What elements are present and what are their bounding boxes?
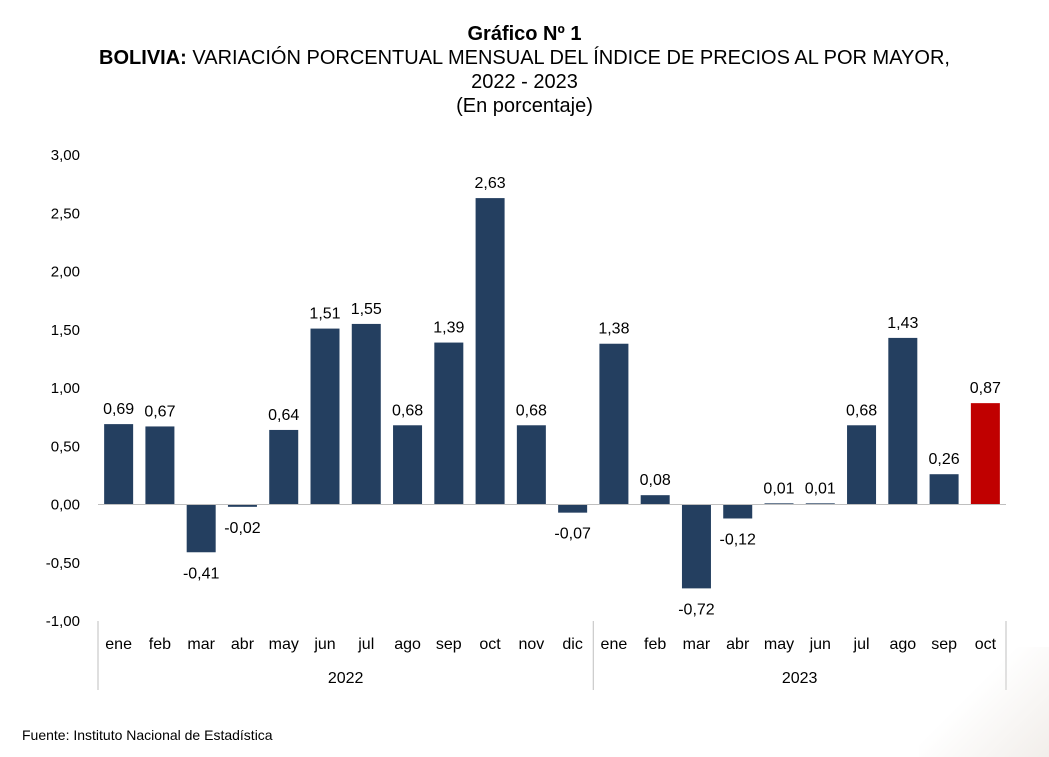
data-label: 1,43 <box>887 315 918 332</box>
bar <box>723 504 753 519</box>
data-label: 1,51 <box>309 306 340 323</box>
data-label: 1,55 <box>351 301 382 318</box>
y-tick-label: 3,00 <box>51 147 80 164</box>
data-label: 0,87 <box>970 380 1001 397</box>
y-tick-label: 2,50 <box>51 205 80 222</box>
source-note: Fuente: Instituto Nacional de Estadístic… <box>22 727 273 743</box>
bar <box>145 426 175 505</box>
data-label: 0,26 <box>929 451 960 468</box>
data-label: 0,69 <box>103 401 134 418</box>
y-tick-label: -0,50 <box>46 555 80 572</box>
x-tick-label: mar <box>187 636 215 653</box>
bar <box>558 504 588 513</box>
data-label: -0,72 <box>678 601 715 618</box>
x-tick-label: ene <box>601 636 628 653</box>
x-tick-label: ene <box>105 636 132 653</box>
bar <box>847 425 877 505</box>
data-label: -0,02 <box>224 520 261 537</box>
subtitle-text: VARIACIÓN PORCENTUAL MENSUAL DEL ÍNDICE … <box>186 47 950 69</box>
bar <box>434 342 464 505</box>
data-label: 0,01 <box>805 480 836 497</box>
bar <box>310 328 340 505</box>
data-label: 0,64 <box>268 407 299 424</box>
bar <box>640 495 670 505</box>
bar <box>269 429 299 505</box>
x-tick-label: jul <box>853 636 870 653</box>
bar <box>970 403 1000 505</box>
bar <box>351 323 381 505</box>
data-label: 0,68 <box>846 402 877 419</box>
bar <box>393 425 423 505</box>
bar <box>764 503 794 505</box>
bar <box>805 503 835 505</box>
data-label: -0,12 <box>719 531 756 548</box>
subtitle-country: BOLIVIA: <box>99 47 187 69</box>
x-tick-label: abr <box>231 636 255 653</box>
x-tick-label: oct <box>479 636 501 653</box>
data-label: 0,68 <box>392 402 423 419</box>
bar <box>516 425 546 505</box>
subtitle-years: 2022 - 2023 <box>471 71 578 93</box>
x-tick-label: jun <box>809 636 831 653</box>
y-tick-label: 2,00 <box>51 264 80 281</box>
x-tick-label: abr <box>726 636 750 653</box>
data-label: 0,68 <box>516 402 547 419</box>
bar <box>599 343 629 505</box>
y-tick-label: 1,50 <box>51 322 80 339</box>
x-tick-label: may <box>764 636 794 653</box>
bar <box>929 474 959 505</box>
data-label: 1,38 <box>598 321 629 338</box>
group-label: 2023 <box>782 670 818 687</box>
x-tick-label: nov <box>518 636 544 653</box>
x-tick-label: feb <box>644 636 666 653</box>
x-tick-label: sep <box>436 636 462 653</box>
data-label: 1,39 <box>433 320 464 337</box>
data-label: 0,01 <box>763 480 794 497</box>
subtitle-units: (En porcentaje) <box>456 95 593 117</box>
group-label: 2022 <box>328 670 364 687</box>
y-tick-label: 0,50 <box>51 438 80 455</box>
bar <box>104 424 134 505</box>
bar <box>681 504 711 589</box>
bar <box>475 198 505 505</box>
bar <box>888 337 918 505</box>
x-tick-label: ago <box>394 636 421 653</box>
y-tick-label: -1,00 <box>46 613 80 630</box>
data-label: 0,08 <box>640 472 671 489</box>
data-label: 2,63 <box>475 175 506 192</box>
chart-subtitle: BOLIVIA: VARIACIÓN PORCENTUAL MENSUAL DE… <box>0 46 1049 70</box>
x-tick-label: jun <box>313 636 335 653</box>
decorative-corner <box>919 647 1049 757</box>
x-tick-label: may <box>269 636 299 653</box>
chart-header: Gráfico Nº 1 BOLIVIA: VARIACIÓN PORCENTU… <box>0 22 1049 118</box>
x-tick-label: mar <box>683 636 711 653</box>
x-tick-label: ago <box>889 636 916 653</box>
y-tick-label: 0,00 <box>51 497 80 514</box>
bar <box>227 504 257 507</box>
data-label: -0,07 <box>554 526 591 543</box>
x-tick-label: dic <box>562 636 582 653</box>
chart-title: Gráfico Nº 1 <box>467 23 582 45</box>
x-tick-label: feb <box>149 636 171 653</box>
bar <box>186 504 216 553</box>
x-tick-label: jul <box>357 636 374 653</box>
data-label: 0,67 <box>144 403 175 420</box>
data-label: -0,41 <box>183 565 220 582</box>
y-tick-label: 1,00 <box>51 380 80 397</box>
